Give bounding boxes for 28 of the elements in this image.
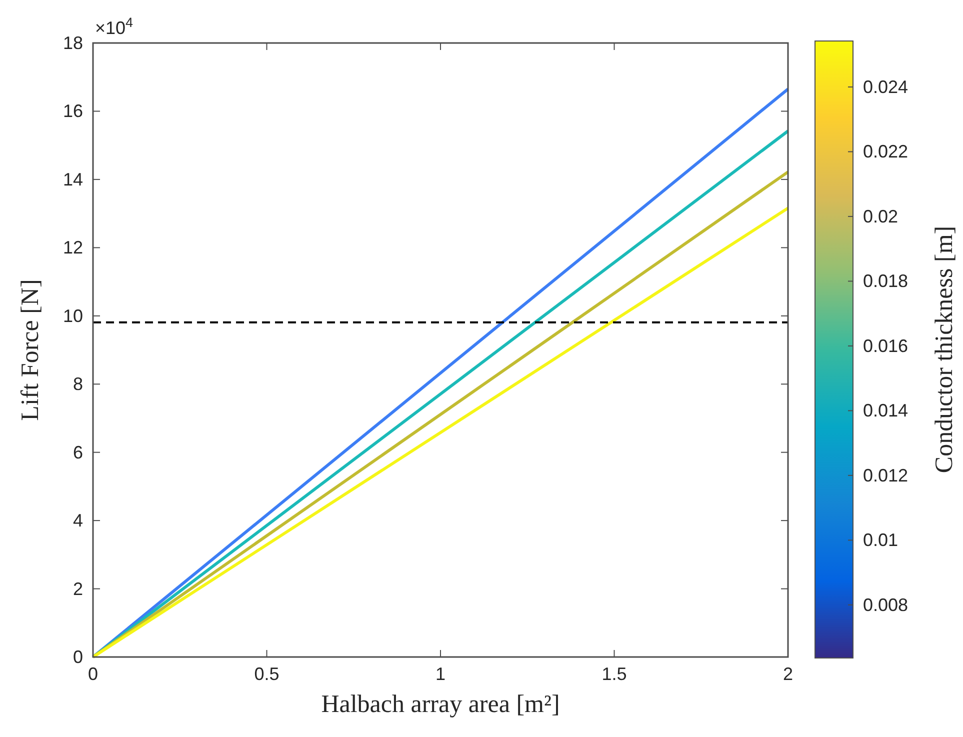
- color-bar-label: 0.016: [863, 336, 908, 356]
- y-tick-label: 0: [72, 647, 83, 667]
- y-tick-label: 16: [62, 101, 83, 122]
- color-bar-label: 0.02: [863, 206, 898, 226]
- x-tick-label: 2: [782, 664, 794, 684]
- y-tick-label: 12: [62, 238, 83, 258]
- color-bar-label: 0.008: [863, 594, 908, 615]
- text: ×10$^{4}$: [95, 14, 134, 38]
- y-tick-label: 4: [72, 510, 83, 531]
- color-bar-label: 0.018: [863, 271, 908, 292]
- y-tick-label: 2: [72, 578, 83, 599]
- color-bar-label: 0.012: [863, 465, 908, 486]
- y-axis-title: Lift Force [N]: [17, 279, 44, 421]
- y-tick-label: 14: [62, 169, 83, 190]
- color-bar-title: Conductor thickness [m]: [931, 226, 958, 474]
- color-bar-label: 0.024: [863, 76, 908, 97]
- x-tick-label: 0.5: [254, 664, 280, 684]
- y-tick-label: 8: [72, 374, 83, 394]
- y-tick-label: 10: [62, 306, 83, 326]
- y-tick-label: 6: [72, 442, 83, 462]
- x-tick-label: 1: [435, 664, 446, 684]
- color-bar-label: 0.01: [863, 530, 898, 550]
- x-axis-title: Halbach array area [m²]: [321, 691, 560, 718]
- x-tick-label: 0: [88, 664, 98, 684]
- y-tick-label: 18: [62, 33, 83, 53]
- color-bar-label: 0.014: [863, 400, 908, 421]
- x-tick-label: 1.5: [602, 664, 627, 684]
- color-bar-label: 0.022: [863, 142, 908, 162]
